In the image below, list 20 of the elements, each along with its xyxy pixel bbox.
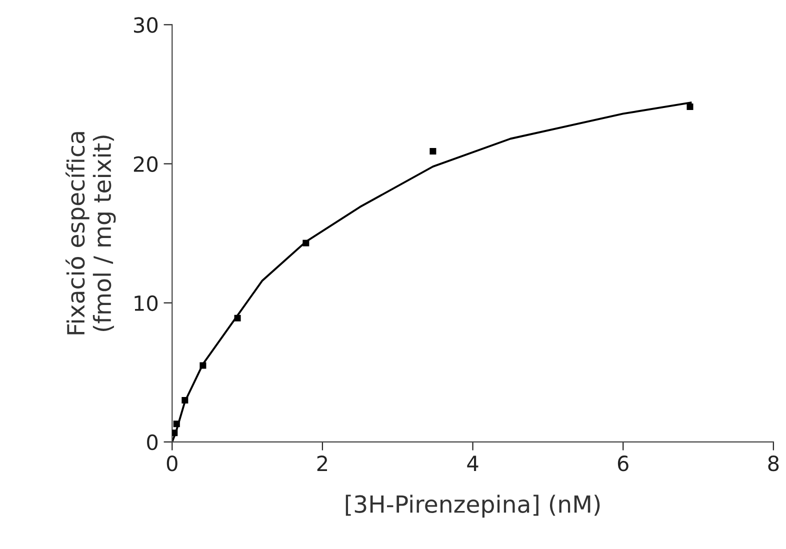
x-axis-title: [3H-Pirenzepina] (nM) [346,494,600,518]
x-tick-label: 4 [467,456,478,471]
y-axis-title: Fixació específica (fmol / mg teixit) [66,132,116,334]
x-tick-label: 2 [317,456,327,471]
point [302,240,310,246]
point [182,396,188,404]
point [172,430,178,436]
point [686,104,694,110]
point [173,420,180,428]
y-tick-label: 30 [134,17,158,33]
point [430,148,436,155]
point [200,362,206,369]
x-tick-label: 0 [166,456,178,472]
y-tick-label: 0 [147,434,158,450]
x-tick-label: 8 [768,456,779,472]
line-series [172,102,692,442]
y-tick-label: 20 [134,156,158,172]
y-tick-label: 10 [134,295,158,312]
x-tick-label: 6 [618,456,628,472]
point [234,314,241,322]
